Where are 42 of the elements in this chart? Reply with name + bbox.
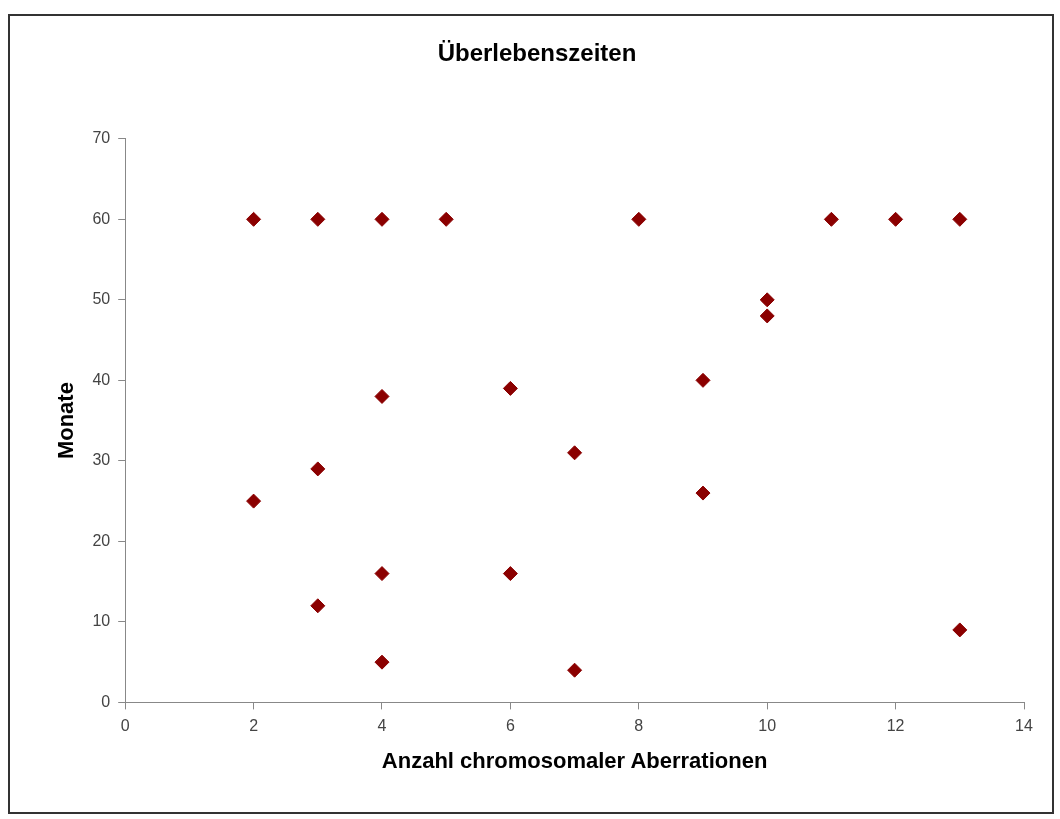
point <box>502 566 518 582</box>
x-tick-label: 0 <box>120 717 130 735</box>
point <box>374 566 390 582</box>
y-tick-label: 20 <box>92 531 111 549</box>
point <box>310 461 326 477</box>
point <box>759 308 775 324</box>
y-tick-label: 0 <box>101 692 111 710</box>
point <box>695 372 711 388</box>
point <box>374 654 390 670</box>
y-tick-label: 50 <box>92 290 111 308</box>
point <box>823 211 839 227</box>
point <box>567 445 583 461</box>
x-tick-label: 4 <box>377 717 387 735</box>
x-tick-label: 6 <box>505 717 515 735</box>
point <box>888 211 904 227</box>
point <box>695 485 711 501</box>
point <box>759 292 775 308</box>
x-tick-label: 12 <box>886 717 905 735</box>
y-tick-label: 70 <box>92 129 111 147</box>
y-tick-label: 30 <box>92 451 111 469</box>
point <box>438 211 454 227</box>
point <box>310 598 326 614</box>
x-tick-label: 10 <box>758 717 777 735</box>
point <box>374 211 390 227</box>
point <box>952 622 968 638</box>
x-tick-label: 2 <box>249 717 259 735</box>
x-tick-label: 14 <box>1015 717 1033 735</box>
y-tick-label: 60 <box>92 209 111 227</box>
point <box>952 211 968 227</box>
y-tick-label: 10 <box>92 612 111 630</box>
point <box>374 388 390 404</box>
chart-title: Überlebenszeiten <box>437 39 637 67</box>
x-axis-title: Anzahl chromosomaler Aberrationen <box>381 747 768 773</box>
point <box>246 211 262 227</box>
y-tick-label: 40 <box>92 370 111 388</box>
point <box>502 380 518 396</box>
x-tick-label: 8 <box>634 717 644 735</box>
point <box>310 211 326 227</box>
y-axis-title: Monate <box>53 382 79 460</box>
point <box>246 493 262 509</box>
point <box>567 662 583 678</box>
point <box>631 211 647 227</box>
